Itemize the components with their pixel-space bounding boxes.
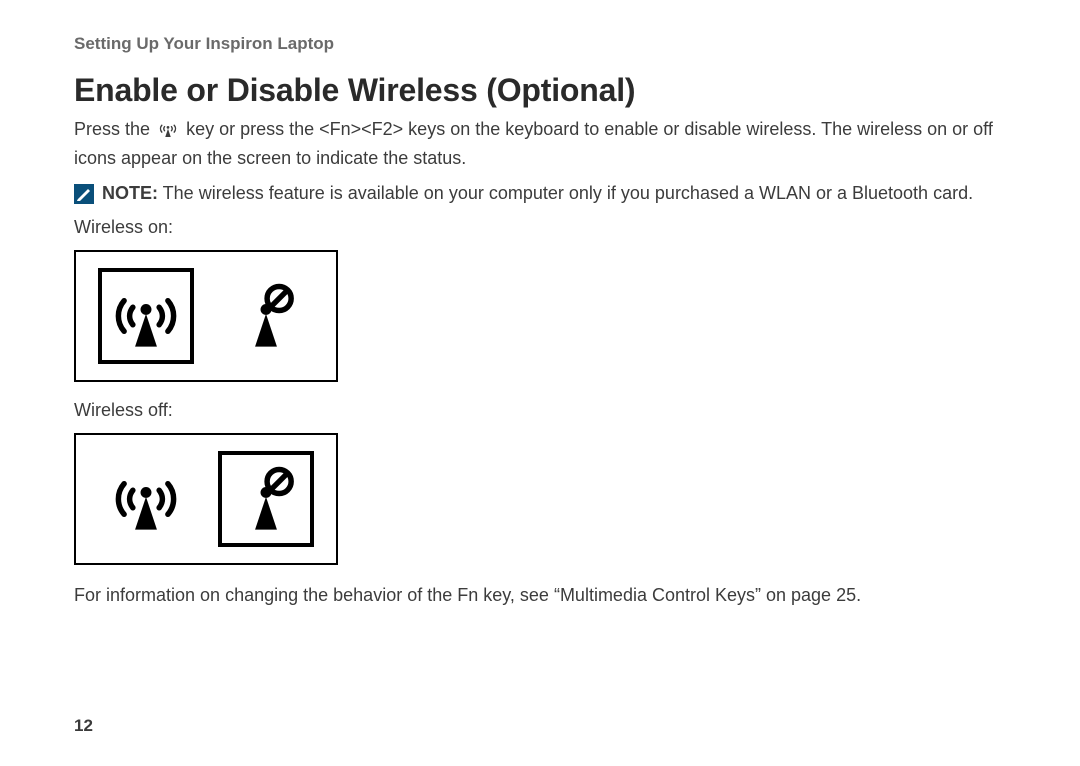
wireless-off-icon-cell: [218, 268, 314, 364]
wireless-on-icon-cell: [98, 268, 194, 364]
intro-text: Press the key or press the <Fn><F2> keys…: [74, 117, 1006, 171]
intro-pre: Press the: [74, 119, 155, 139]
page-number: 12: [74, 716, 93, 736]
note-body: The wireless feature is available on you…: [158, 183, 973, 203]
wireless-on-label: Wireless on:: [74, 217, 1006, 238]
wireless-key-icon: [157, 117, 179, 146]
antenna-off-icon: [231, 281, 301, 351]
wireless-off-label: Wireless off:: [74, 400, 1006, 421]
footer-text: For information on changing the behavior…: [74, 583, 1006, 608]
wireless-off-indicator: [74, 433, 338, 565]
note-label: NOTE:: [102, 183, 158, 203]
antenna-on-icon: [111, 281, 181, 351]
antenna-on-icon: [111, 464, 181, 534]
antenna-off-icon: [231, 464, 301, 534]
wireless-off-icon-cell-2: [218, 451, 314, 547]
wireless-on-icon-cell-2: [98, 451, 194, 547]
intro-post: key or press the <Fn><F2> keys on the ke…: [74, 119, 993, 168]
wireless-on-indicator: [74, 250, 338, 382]
note-icon: [74, 184, 94, 204]
note-text: NOTE: The wireless feature is available …: [102, 181, 973, 206]
note-block: NOTE: The wireless feature is available …: [74, 181, 1006, 206]
chapter-title: Setting Up Your Inspiron Laptop: [74, 34, 1006, 54]
page-title: Enable or Disable Wireless (Optional): [74, 72, 1006, 109]
